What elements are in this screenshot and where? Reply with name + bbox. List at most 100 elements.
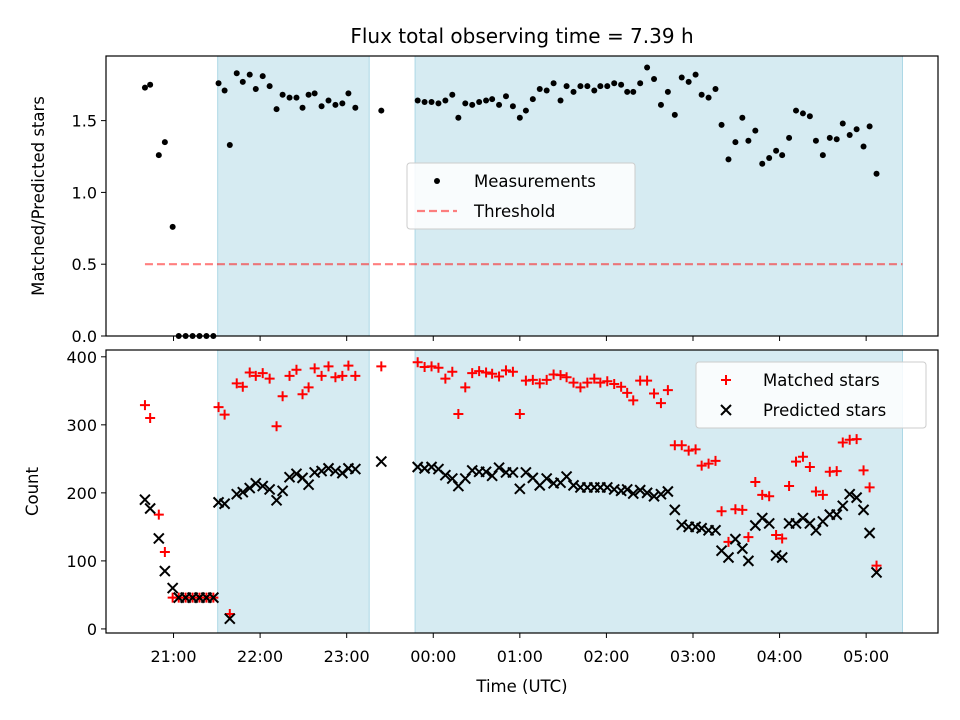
data-point [622, 387, 633, 398]
data-point [412, 357, 423, 368]
y-tick-label: 100 [66, 552, 97, 571]
data-point [414, 97, 421, 104]
data-point [332, 101, 339, 108]
x-tick-label: 01:00 [497, 647, 543, 666]
data-point [582, 377, 593, 388]
legend: Measurements Threshold [406, 162, 636, 230]
data-point [446, 472, 459, 485]
data-point [695, 522, 708, 534]
legend-swatch [720, 404, 732, 416]
data-point [147, 81, 154, 88]
data-point [224, 608, 235, 619]
data-point [352, 104, 359, 111]
data-point [496, 101, 503, 108]
data-point [440, 373, 451, 384]
data-point [460, 382, 471, 393]
data-point [264, 373, 275, 384]
data-point [349, 463, 362, 475]
data-point [337, 370, 348, 381]
x-tick-label: 04:00 [757, 647, 803, 666]
data-point [293, 94, 300, 101]
data-point [651, 75, 658, 82]
data-point [433, 362, 444, 373]
data-point [864, 482, 875, 493]
data-point [799, 110, 806, 117]
data-point [568, 377, 579, 388]
data-point [439, 469, 452, 481]
data-point [863, 527, 876, 539]
data-point [833, 136, 840, 143]
data-point [627, 487, 639, 500]
data-point [302, 478, 315, 491]
data-point [159, 565, 171, 577]
data-point [624, 88, 631, 95]
data-point [850, 491, 863, 504]
observing-window [217, 55, 370, 337]
data-point [851, 434, 862, 445]
data-point [425, 461, 438, 473]
data-point [790, 517, 802, 530]
data-point [141, 84, 148, 91]
data-point [502, 93, 509, 100]
data-point [657, 101, 664, 108]
data-point [290, 468, 303, 480]
data-point [207, 591, 220, 604]
legend-label: Predicted stars [763, 401, 886, 420]
data-point [541, 374, 552, 385]
data-point [250, 370, 261, 381]
data-point [557, 97, 564, 104]
data-point [555, 370, 566, 381]
data-point [676, 440, 687, 451]
data-point [469, 101, 476, 108]
data-point [447, 366, 458, 377]
data-point [516, 114, 523, 121]
data-point [750, 476, 761, 487]
data-point [595, 377, 606, 388]
data-point [500, 365, 511, 376]
data-point [139, 493, 151, 506]
data-point [316, 370, 327, 381]
data-point [252, 86, 259, 93]
y-tick-label: 200 [66, 484, 97, 503]
data-point [237, 381, 248, 392]
data-point [570, 88, 577, 95]
data-point [221, 87, 228, 94]
legend-label: Threshold [473, 202, 555, 221]
data-point [375, 455, 388, 468]
data-point [756, 512, 768, 524]
x-tick-label: 03:00 [670, 647, 716, 666]
data-point [563, 83, 570, 90]
data-point [655, 488, 667, 500]
legend-swatch [721, 375, 731, 385]
data-point [641, 487, 653, 499]
data-point [303, 382, 314, 393]
data-point [266, 83, 273, 90]
data-point [743, 532, 754, 543]
data-point [810, 524, 822, 536]
data-point [271, 421, 282, 432]
data-point [791, 456, 802, 467]
data-point [698, 91, 705, 98]
data-point [584, 83, 591, 90]
data-point [589, 373, 600, 384]
data-point [276, 485, 289, 497]
data-point [159, 547, 170, 558]
data-point [540, 472, 553, 485]
data-point [283, 471, 296, 483]
legend-label: Measurements [474, 172, 596, 191]
data-point [219, 409, 230, 420]
data-point [218, 498, 231, 510]
data-point [817, 489, 828, 500]
data-point [609, 379, 620, 390]
data-point [550, 80, 557, 87]
data-point [621, 483, 633, 496]
data-point [474, 366, 485, 377]
data-point [534, 378, 545, 389]
y-tick-label: 0 [87, 620, 97, 639]
data-point [455, 114, 462, 121]
x-tick-label: 00:00 [410, 647, 456, 666]
data-point [644, 64, 651, 71]
data-point [601, 481, 613, 494]
data-point [561, 372, 572, 383]
